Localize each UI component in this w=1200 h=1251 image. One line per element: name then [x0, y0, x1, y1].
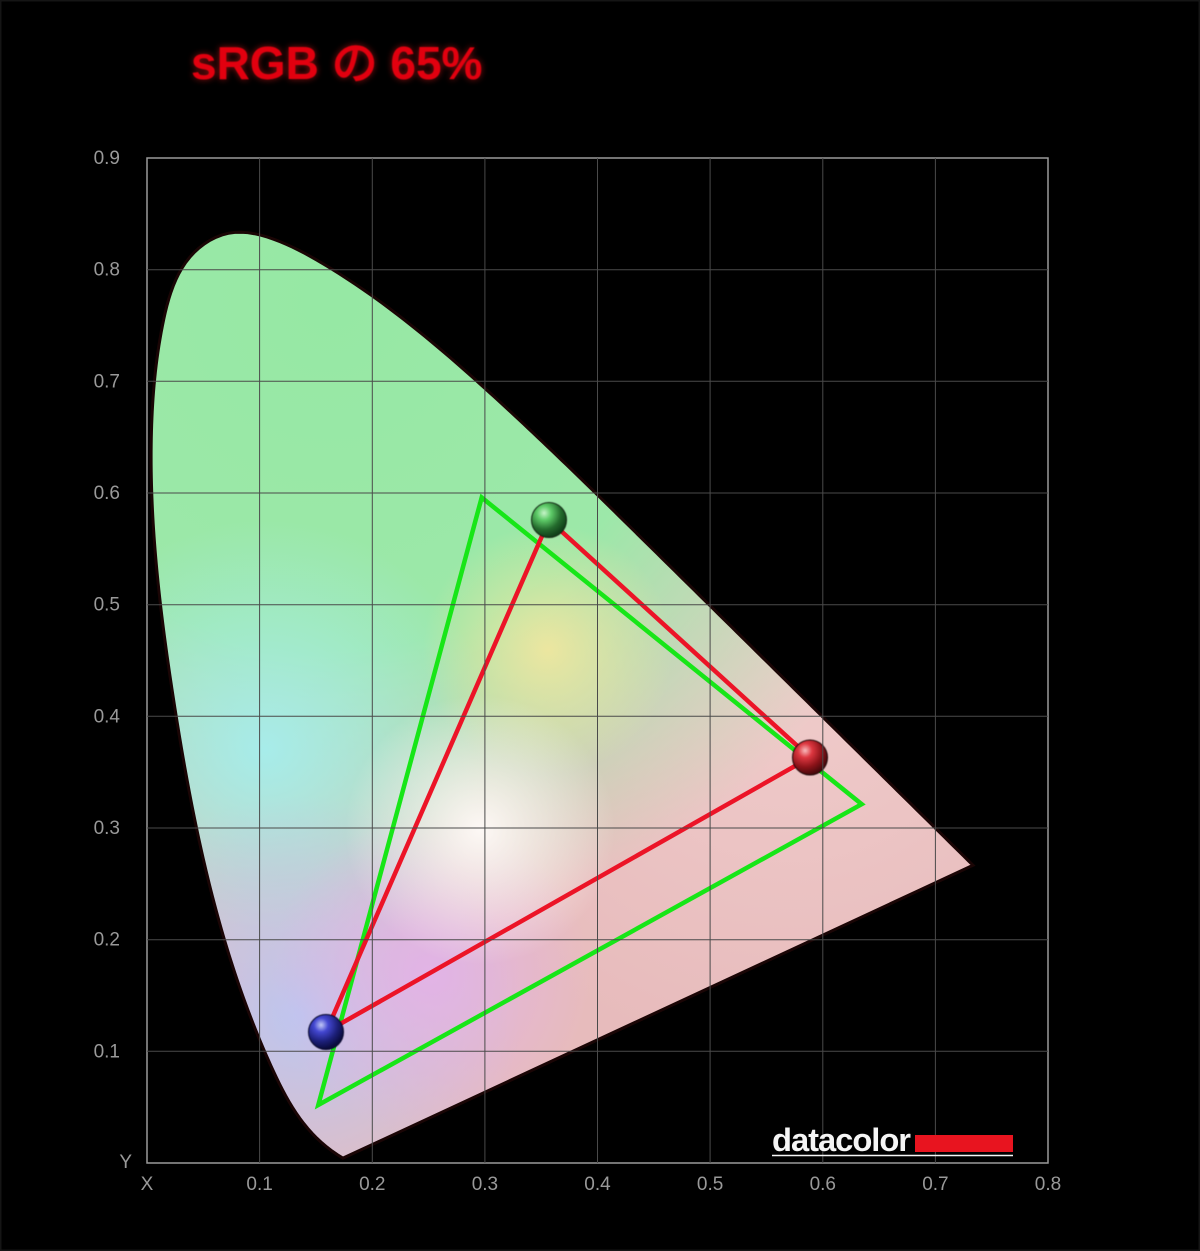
svg-text:sRGB の 65%: sRGB の 65% [191, 37, 482, 89]
svg-text:0.3: 0.3 [472, 1174, 498, 1195]
svg-text:0.3: 0.3 [94, 818, 120, 839]
svg-text:0.2: 0.2 [359, 1174, 385, 1195]
svg-text:0.4: 0.4 [584, 1174, 611, 1195]
svg-text:0.1: 0.1 [94, 1041, 120, 1062]
svg-text:0.8: 0.8 [1035, 1174, 1061, 1195]
svg-text:0.9: 0.9 [94, 148, 120, 169]
svg-text:0.6: 0.6 [94, 483, 120, 504]
svg-text:0.8: 0.8 [94, 260, 120, 281]
svg-text:0.5: 0.5 [94, 595, 120, 616]
svg-text:0.5: 0.5 [697, 1174, 723, 1195]
svg-text:0.7: 0.7 [94, 371, 120, 392]
svg-text:0.6: 0.6 [810, 1174, 836, 1195]
svg-text:0.7: 0.7 [922, 1174, 948, 1195]
svg-text:X: X [141, 1174, 154, 1195]
svg-text:0.4: 0.4 [94, 706, 121, 727]
svg-text:datacolor: datacolor [772, 1122, 911, 1158]
svg-text:0.1: 0.1 [246, 1174, 272, 1195]
svg-text:0.2: 0.2 [94, 930, 120, 951]
svg-text:Y: Y [119, 1152, 132, 1173]
